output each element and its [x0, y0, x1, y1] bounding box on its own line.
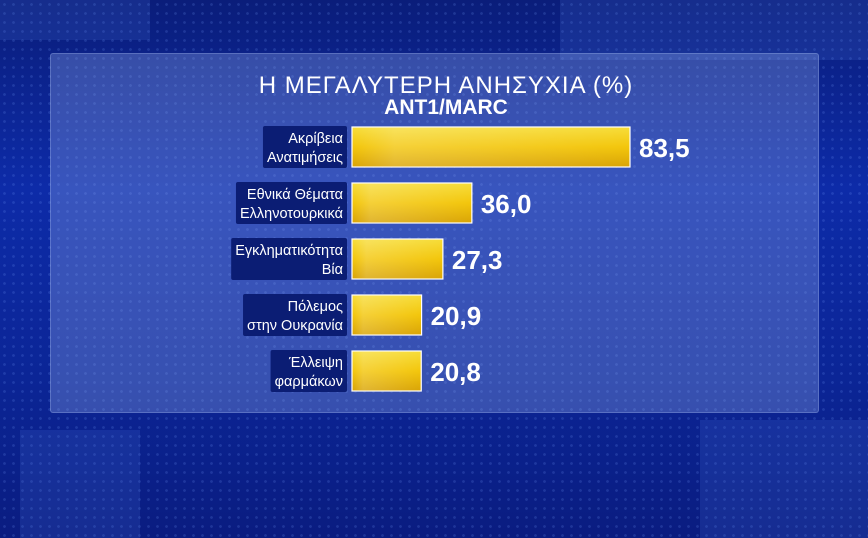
- bar-highlight: [353, 184, 471, 222]
- category-label: Εγκληματικότητα: [235, 243, 343, 259]
- background-block: [700, 420, 868, 538]
- value-label: 20,8: [430, 357, 481, 387]
- category-label-box: [270, 350, 347, 392]
- value-label: 36,0: [481, 189, 532, 219]
- category-label-box: [243, 294, 347, 336]
- chart-subtitle: ANT1/MARC: [384, 96, 508, 119]
- value-label: 20,9: [431, 301, 482, 331]
- category-label: στην Ουκρανία: [247, 318, 343, 334]
- category-label: Ανατιμήσεις: [267, 150, 343, 166]
- background-block: [0, 0, 150, 40]
- category-label: Βία: [322, 262, 343, 278]
- value-label: 83,5: [639, 133, 690, 163]
- category-label-box: [235, 182, 347, 224]
- category-label-box: [231, 238, 347, 280]
- value-label: 27,3: [452, 245, 503, 275]
- category-label: Ελληνοτουρκικά: [240, 206, 343, 222]
- chart-panel: [50, 53, 819, 413]
- background-block: [560, 0, 868, 60]
- bar-highlight: [353, 352, 421, 390]
- category-label-box: [262, 126, 347, 168]
- category-label: Έλλειψη: [288, 355, 343, 371]
- category-label: Πόλεμος: [288, 299, 343, 315]
- category-label: φαρμάκων: [275, 374, 343, 390]
- chart-title: Η ΜΕΓΑΛΥΤΕΡΗ ΑΝΗΣΥΧΙΑ (%): [258, 72, 634, 99]
- bar-highlight: [353, 240, 442, 278]
- category-label: Ακρίβεια: [288, 131, 343, 147]
- background-block: [20, 430, 140, 538]
- category-label: Εθνικά Θέματα: [247, 187, 343, 203]
- bar-highlight: [353, 296, 421, 334]
- bar-highlight: [353, 128, 629, 166]
